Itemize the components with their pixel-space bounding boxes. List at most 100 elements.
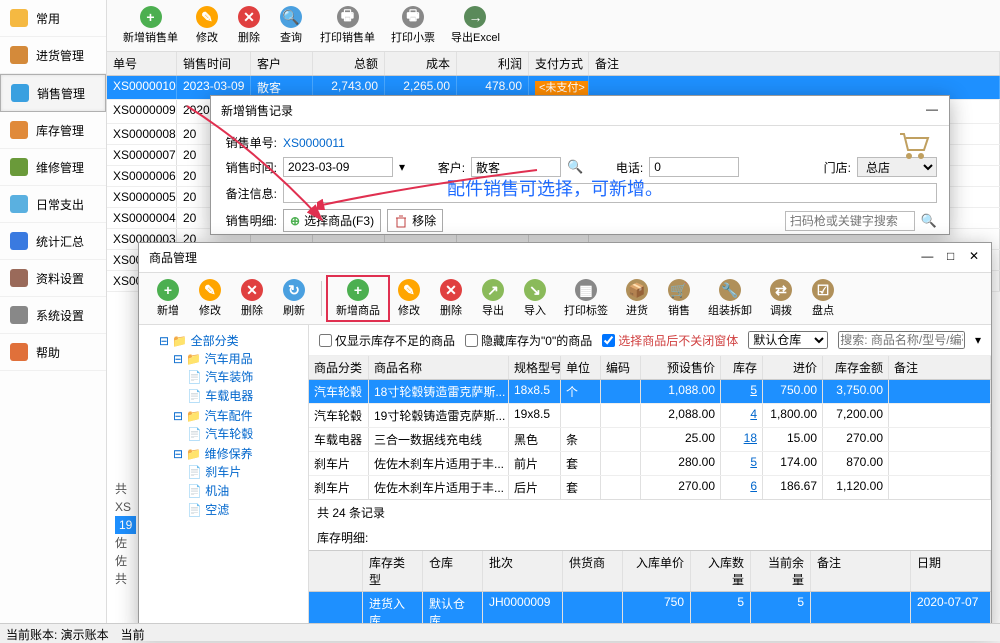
toolbar-打印小票[interactable]: 🖶打印小票 bbox=[383, 4, 443, 47]
toolbar-导出[interactable]: ↗导出 bbox=[472, 277, 514, 320]
sidebar-item-6[interactable]: 统计汇总 bbox=[0, 223, 106, 260]
barcode-search-input[interactable] bbox=[785, 211, 915, 231]
tool-icon: ✕ bbox=[238, 6, 260, 28]
search-icon[interactable]: 🔍 bbox=[921, 213, 937, 229]
grid-col-header[interactable]: 编码 bbox=[601, 356, 641, 379]
chk-hide-zero[interactable]: 隐藏库存为"0"的商品 bbox=[465, 332, 592, 349]
calendar-icon[interactable]: ▾ bbox=[399, 160, 405, 174]
chk-keep-open[interactable]: 选择商品后不关闭窗体 bbox=[602, 332, 738, 349]
inv-col[interactable]: 库存类型 bbox=[363, 551, 423, 591]
modal-title: 新增销售记录 bbox=[221, 102, 293, 119]
col-header[interactable]: 销售时间 bbox=[177, 52, 251, 75]
grid-col-header[interactable]: 库存 bbox=[721, 356, 763, 379]
tree-leaf[interactable]: 📄 汽车装饰 bbox=[187, 367, 302, 386]
tree-leaf[interactable]: 📄 汽车轮毂 bbox=[187, 424, 302, 443]
inv-col[interactable]: 当前余量 bbox=[751, 551, 811, 591]
cust-input[interactable] bbox=[471, 157, 561, 177]
toolbar-新增[interactable]: +新增 bbox=[147, 277, 189, 320]
col-header[interactable]: 总额 bbox=[313, 52, 385, 75]
toolbar-修改[interactable]: ✎修改 bbox=[388, 277, 430, 320]
col-header[interactable]: 客户 bbox=[251, 52, 313, 75]
tree-leaf[interactable]: 📄 机油 bbox=[187, 481, 302, 500]
inv-col[interactable]: 仓库 bbox=[423, 551, 483, 591]
inv-col[interactable]: 入库单价 bbox=[623, 551, 691, 591]
remove-button[interactable]: 移除 bbox=[387, 209, 443, 232]
toolbar-盘点[interactable]: ☑盘点 bbox=[802, 277, 844, 320]
dropdown-icon[interactable]: ▾ bbox=[975, 333, 981, 347]
phone-input[interactable] bbox=[649, 157, 739, 177]
tree-node[interactable]: ⊟ 📁 汽车用品📄 汽车装饰📄 车载电器 bbox=[173, 349, 302, 406]
toolbar-修改[interactable]: ✎修改 bbox=[189, 277, 231, 320]
toolbar-调拨[interactable]: ⇄调拨 bbox=[760, 277, 802, 320]
toolbar-导出Excel[interactable]: →导出Excel bbox=[443, 4, 508, 47]
toolbar-组装拆卸[interactable]: 🔧组装拆卸 bbox=[700, 277, 760, 320]
chk-low-stock[interactable]: 仅显示库存不足的商品 bbox=[319, 332, 455, 349]
inv-col[interactable]: 批次 bbox=[483, 551, 563, 591]
product-row[interactable]: 刹车片佐佐木刹车片适用于丰...后片套270.006186.671,120.00 bbox=[309, 476, 991, 499]
toolbar-删除[interactable]: ✕删除 bbox=[231, 277, 273, 320]
select-product-button[interactable]: ⊕ 选择商品(F3) bbox=[283, 209, 381, 232]
product-row[interactable]: 刹车片佐佐木刹车片适用于丰...前片套280.005174.00870.00 bbox=[309, 452, 991, 476]
sidebar-item-8[interactable]: 系统设置 bbox=[0, 297, 106, 334]
toolbar-查询[interactable]: 🔍查询 bbox=[270, 4, 312, 47]
category-tree[interactable]: ⊟ 📁 全部分类⊟ 📁 汽车用品📄 汽车装饰📄 车载电器⊟ 📁 汽车配件📄 汽车… bbox=[139, 325, 309, 632]
product-row[interactable]: 汽车轮毂18寸轮毂铸造雷克萨斯...18x8.5个1,088.005750.00… bbox=[309, 380, 991, 404]
sidebar-item-7[interactable]: 资料设置 bbox=[0, 260, 106, 297]
close-button[interactable]: ✕ bbox=[967, 249, 981, 263]
time-input[interactable] bbox=[283, 157, 393, 177]
toolbar-刷新[interactable]: ↻刷新 bbox=[273, 277, 315, 320]
sidebar-item-5[interactable]: 日常支出 bbox=[0, 186, 106, 223]
toolbar-打印销售单[interactable]: 🖶打印销售单 bbox=[312, 4, 383, 47]
col-header[interactable]: 利润 bbox=[457, 52, 529, 75]
product-row[interactable]: 车载电器三合一数据线充电线黑色条25.001815.00270.00 bbox=[309, 428, 991, 452]
minimize-button[interactable]: — bbox=[925, 102, 939, 116]
grid-col-header[interactable]: 规格型号 bbox=[509, 356, 561, 379]
tree-root[interactable]: ⊟ 📁 全部分类⊟ 📁 汽车用品📄 汽车装饰📄 车载电器⊟ 📁 汽车配件📄 汽车… bbox=[159, 331, 302, 521]
sidebar-icon bbox=[10, 121, 28, 139]
inv-col[interactable]: 供货商 bbox=[563, 551, 623, 591]
product-row[interactable]: 汽车轮毂19寸轮毂铸造雷克萨斯...19x8.52,088.0041,800.0… bbox=[309, 404, 991, 428]
product-search-input[interactable] bbox=[838, 331, 965, 349]
sidebar-item-2[interactable]: 销售管理 bbox=[0, 74, 106, 112]
grid-col-header[interactable]: 单位 bbox=[561, 356, 601, 379]
sidebar-item-1[interactable]: 进货管理 bbox=[0, 37, 106, 74]
toolbar-删除[interactable]: ✕删除 bbox=[430, 277, 472, 320]
search-icon[interactable]: 🔍 bbox=[567, 159, 583, 175]
sidebar-item-0[interactable]: 常用 bbox=[0, 0, 106, 37]
minimize-button[interactable]: — bbox=[920, 249, 934, 263]
tree-node[interactable]: ⊟ 📁 汽车配件📄 汽车轮毂 bbox=[173, 406, 302, 444]
warehouse-select[interactable]: 默认仓库 bbox=[748, 331, 828, 349]
filter-row: 仅显示库存不足的商品 隐藏库存为"0"的商品 选择商品后不关闭窗体 默认仓库 ▾ bbox=[309, 325, 991, 356]
toolbar-新增销售单[interactable]: +新增销售单 bbox=[115, 4, 186, 47]
tree-leaf[interactable]: 📄 车载电器 bbox=[187, 386, 302, 405]
grid-col-header[interactable]: 进价 bbox=[763, 356, 823, 379]
sidebar-item-9[interactable]: 帮助 bbox=[0, 334, 106, 371]
inv-col[interactable]: 备注 bbox=[811, 551, 911, 591]
col-header[interactable]: 支付方式 bbox=[529, 52, 589, 75]
sidebar-item-3[interactable]: 库存管理 bbox=[0, 112, 106, 149]
grid-col-header[interactable]: 备注 bbox=[889, 356, 991, 379]
sidebar-item-4[interactable]: 维修管理 bbox=[0, 149, 106, 186]
grid-col-header[interactable]: 商品分类 bbox=[309, 356, 369, 379]
toolbar-修改[interactable]: ✎修改 bbox=[186, 4, 228, 47]
cust-label: 客户: bbox=[411, 159, 465, 176]
maximize-button[interactable]: □ bbox=[944, 249, 958, 263]
toolbar-新增商品[interactable]: +新增商品 bbox=[328, 277, 388, 320]
inv-col[interactable]: 入库数量 bbox=[691, 551, 751, 591]
grid-col-header[interactable]: 商品名称 bbox=[369, 356, 509, 379]
toolbar-打印标签[interactable]: ▦打印标签 bbox=[556, 277, 616, 320]
tree-leaf[interactable]: 📄 刹车片 bbox=[187, 462, 302, 481]
col-header[interactable]: 单号 bbox=[107, 52, 177, 75]
toolbar-进货[interactable]: 📦进货 bbox=[616, 277, 658, 320]
col-header[interactable]: 成本 bbox=[385, 52, 457, 75]
sidebar-icon bbox=[10, 232, 28, 250]
grid-col-header[interactable]: 库存金额 bbox=[823, 356, 889, 379]
inv-col[interactable]: 日期 bbox=[911, 551, 991, 591]
grid-col-header[interactable]: 预设售价 bbox=[641, 356, 721, 379]
tree-node[interactable]: ⊟ 📁 维修保养📄 刹车片📄 机油📄 空滤 bbox=[173, 444, 302, 520]
toolbar-销售[interactable]: 🛒销售 bbox=[658, 277, 700, 320]
tree-leaf[interactable]: 📄 空滤 bbox=[187, 500, 302, 519]
toolbar-导入[interactable]: ↘导入 bbox=[514, 277, 556, 320]
toolbar-删除[interactable]: ✕删除 bbox=[228, 4, 270, 47]
col-header[interactable]: 备注 bbox=[589, 52, 1000, 75]
